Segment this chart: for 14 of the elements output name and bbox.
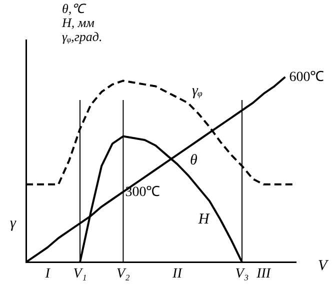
x-axis-title: V	[318, 258, 328, 275]
x-tick-label: III	[256, 266, 272, 282]
x-tick-label: I	[44, 266, 52, 282]
series-label: γᵩ	[192, 82, 203, 99]
y-axis-title: θ,℃ H, мм γᵩ,град.	[62, 1, 102, 44]
text: γ	[10, 215, 17, 232]
x-tick-label: V₂	[116, 266, 130, 282]
series-label: H	[197, 212, 210, 228]
annotation: 300℃	[125, 184, 160, 200]
x-tick-label: V₃	[235, 266, 249, 282]
x-tick-label: II	[172, 266, 184, 282]
x-tick-label: V₁	[73, 266, 87, 282]
series-label: θ	[190, 152, 198, 168]
annotation: 600℃	[289, 70, 324, 86]
